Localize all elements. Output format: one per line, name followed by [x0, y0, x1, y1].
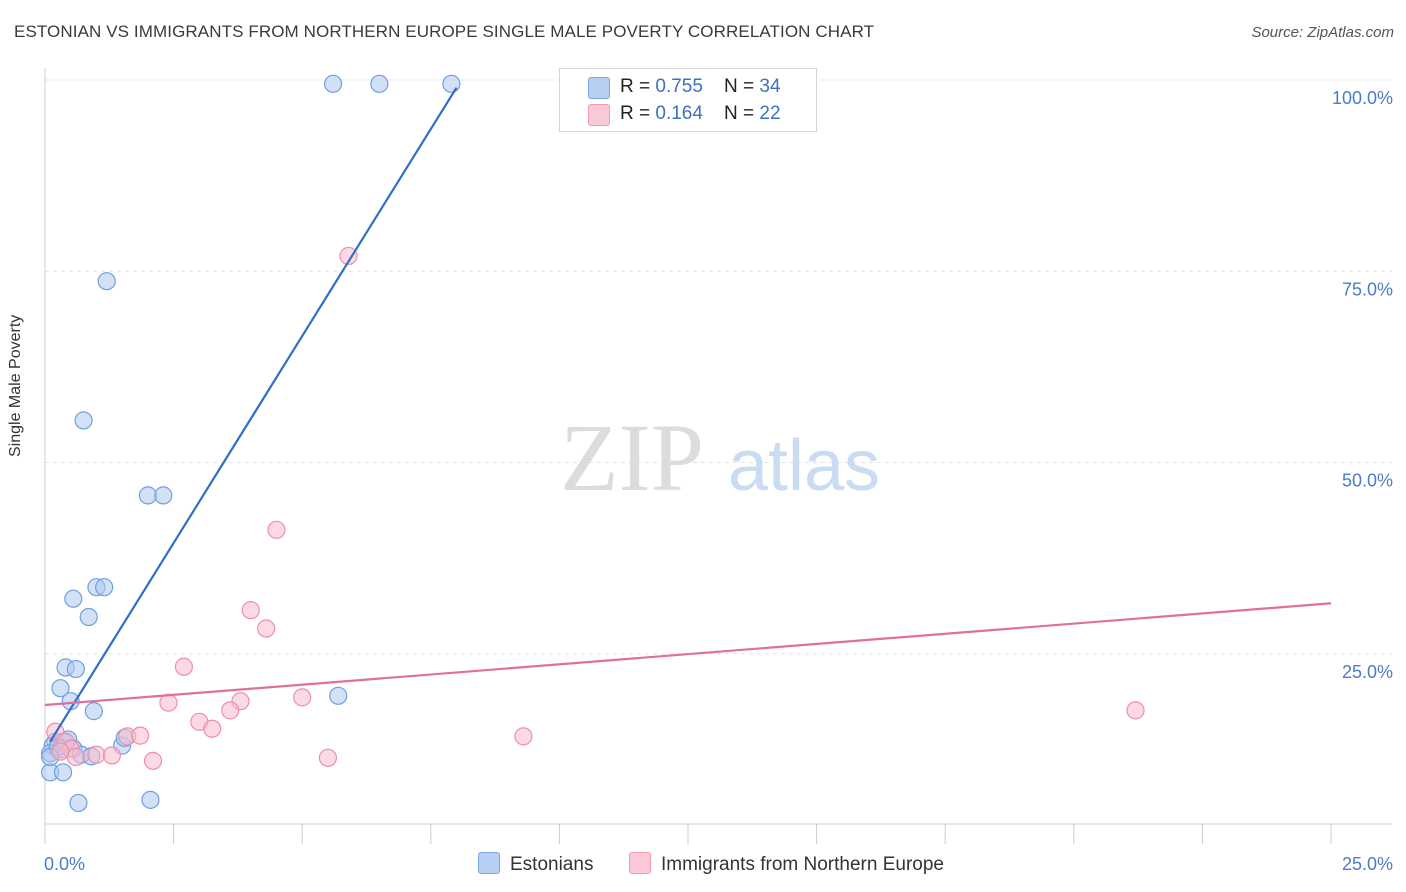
estonian-point [370, 74, 389, 93]
legend-swatch-pink [588, 104, 610, 126]
legend-r-label: R = [620, 76, 656, 97]
estonian-point [53, 763, 73, 782]
immigrant-point [293, 688, 312, 707]
estonian-point [329, 686, 348, 705]
immigrant-point [257, 619, 276, 638]
legend-r-label: R = [620, 103, 656, 124]
axes [44, 68, 1392, 844]
watermark: ZIP atlas [560, 404, 880, 511]
estonian-point [95, 578, 114, 597]
estonian-point [84, 702, 103, 721]
watermark-zip: ZIP [560, 404, 704, 511]
watermark-atlas: atlas [728, 426, 880, 506]
estonian-point [51, 679, 70, 698]
x-tick-label: 25.0% [1342, 854, 1393, 874]
estonian-point [323, 74, 343, 93]
estonian-point [74, 411, 93, 430]
legend-label-estonians: Estonians [510, 854, 594, 875]
y-axis-label: Single Male Poverty [7, 314, 24, 457]
immigrant-point [51, 742, 70, 761]
y-tick-label: 100.0% [1332, 88, 1393, 108]
estonian-point [64, 589, 83, 608]
legend-label-immigrants: Immigrants from Northern Europe [661, 854, 944, 875]
immigrant-point [339, 246, 358, 266]
correlation-legend: R = 0.755 N = 34 R = 0.164 N = 22 [559, 68, 817, 132]
estonian-point [66, 659, 85, 679]
legend-n-label: N = [724, 76, 760, 97]
immigrant-point [131, 726, 150, 745]
source-label: Source: ZipAtlas.com [1251, 24, 1394, 41]
estonian-point [97, 272, 116, 291]
immigrant-point [221, 701, 240, 720]
legend-n-value: 22 [759, 103, 781, 124]
legend-swatch-blue [588, 77, 610, 99]
immigrant-point [66, 747, 85, 767]
legend-n-value: 34 [759, 76, 781, 97]
immigrant-point [203, 719, 222, 738]
immigrant-point [241, 601, 260, 620]
legend-swatch-blue [478, 852, 500, 874]
estonian-trend-line [49, 87, 458, 743]
y-tick-label: 75.0% [1342, 279, 1393, 299]
immigrant-trend-line [44, 602, 1332, 707]
legend-r-value: 0.164 [655, 103, 703, 124]
immigrant-point [318, 748, 338, 767]
legend-swatch-pink [629, 852, 651, 874]
estonian-point [442, 74, 461, 93]
estonian-point [154, 486, 173, 505]
estonian-point [79, 607, 98, 627]
x-tick-label: 0.0% [44, 854, 85, 874]
trend-lines [44, 87, 1332, 743]
chart-title: ESTONIAN VS IMMIGRANTS FROM NORTHERN EUR… [14, 22, 875, 41]
estonian-point [141, 790, 160, 809]
y-tick-label: 25.0% [1342, 662, 1393, 682]
immigrant-point [514, 727, 533, 746]
immigrant-point [174, 657, 193, 676]
immigrant-point [267, 520, 286, 539]
immigrant-point [1126, 701, 1145, 720]
immigrant-point [102, 746, 121, 765]
legend-item-estonians[interactable]: Estonians [478, 852, 593, 876]
estonian-point [69, 793, 88, 813]
legend-item-immigrants[interactable]: Immigrants from Northern Europe [629, 852, 944, 876]
legend-r-value: 0.755 [655, 76, 703, 97]
y-tick-label: 50.0% [1342, 471, 1393, 491]
gridlines [45, 79, 1392, 655]
immigrant-point [143, 751, 163, 770]
immigrant-point [87, 745, 106, 764]
legend-n-label: N = [724, 103, 760, 124]
estonian-point [138, 486, 157, 505]
tick-labels: 25.0% 50.0% 75.0% 100.0% 0.0% 25.0% [44, 88, 1393, 874]
data-points [41, 74, 1145, 813]
